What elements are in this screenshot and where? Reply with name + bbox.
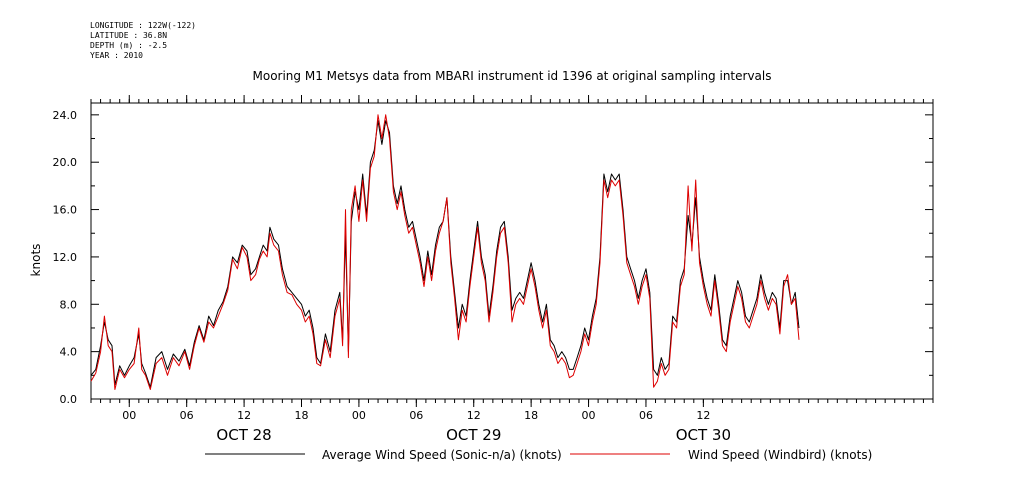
- plot-frame: [90, 102, 934, 400]
- y-tick-label: 8.0: [60, 298, 78, 311]
- x-tick-label: 18: [295, 409, 309, 422]
- y-tick-label: 4.0: [60, 346, 78, 359]
- depth-label: DEPTH (m) : -2.5: [90, 41, 168, 50]
- y-tick-label: 0.0: [60, 393, 78, 406]
- x-tick-label: 06: [409, 409, 423, 422]
- x-tick-label: 00: [582, 409, 596, 422]
- legend-label: Average Wind Speed (Sonic-n/a) (knots): [322, 448, 562, 462]
- x-tick-label: 12: [467, 409, 481, 422]
- series-line: [90, 114, 800, 390]
- longitude-label: LONGITUDE : 122W(-122): [90, 21, 196, 30]
- y-tick-label: 24.0: [53, 109, 78, 122]
- x-tick-label: 00: [122, 409, 136, 422]
- y-tick-label: 12.0: [53, 251, 78, 264]
- day-label: OCT 28: [216, 426, 271, 444]
- series-line: [90, 120, 800, 388]
- year-label: YEAR : 2010: [90, 51, 143, 60]
- day-label: OCT 29: [446, 426, 501, 444]
- x-tick-label: 12: [237, 409, 251, 422]
- y-tick-label: 20.0: [53, 156, 78, 169]
- x-tick-label: 18: [524, 409, 538, 422]
- latitude-label: LATITUDE : 36.8N: [90, 31, 168, 40]
- x-tick-label: 00: [352, 409, 366, 422]
- metadata-block: LONGITUDE : 122W(-122) LATITUDE : 36.8N …: [90, 21, 196, 61]
- x-tick-label: 06: [180, 409, 194, 422]
- x-tick-label: 12: [696, 409, 710, 422]
- x-tick-label: 06: [639, 409, 653, 422]
- day-label: OCT 30: [676, 426, 731, 444]
- y-tick-label: 16.0: [53, 204, 78, 217]
- y-axis-label: knots: [29, 244, 43, 277]
- legend-label: Wind Speed (Windbird) (knots): [688, 448, 872, 462]
- chart-title: Mooring M1 Metsys data from MBARI instru…: [253, 69, 772, 83]
